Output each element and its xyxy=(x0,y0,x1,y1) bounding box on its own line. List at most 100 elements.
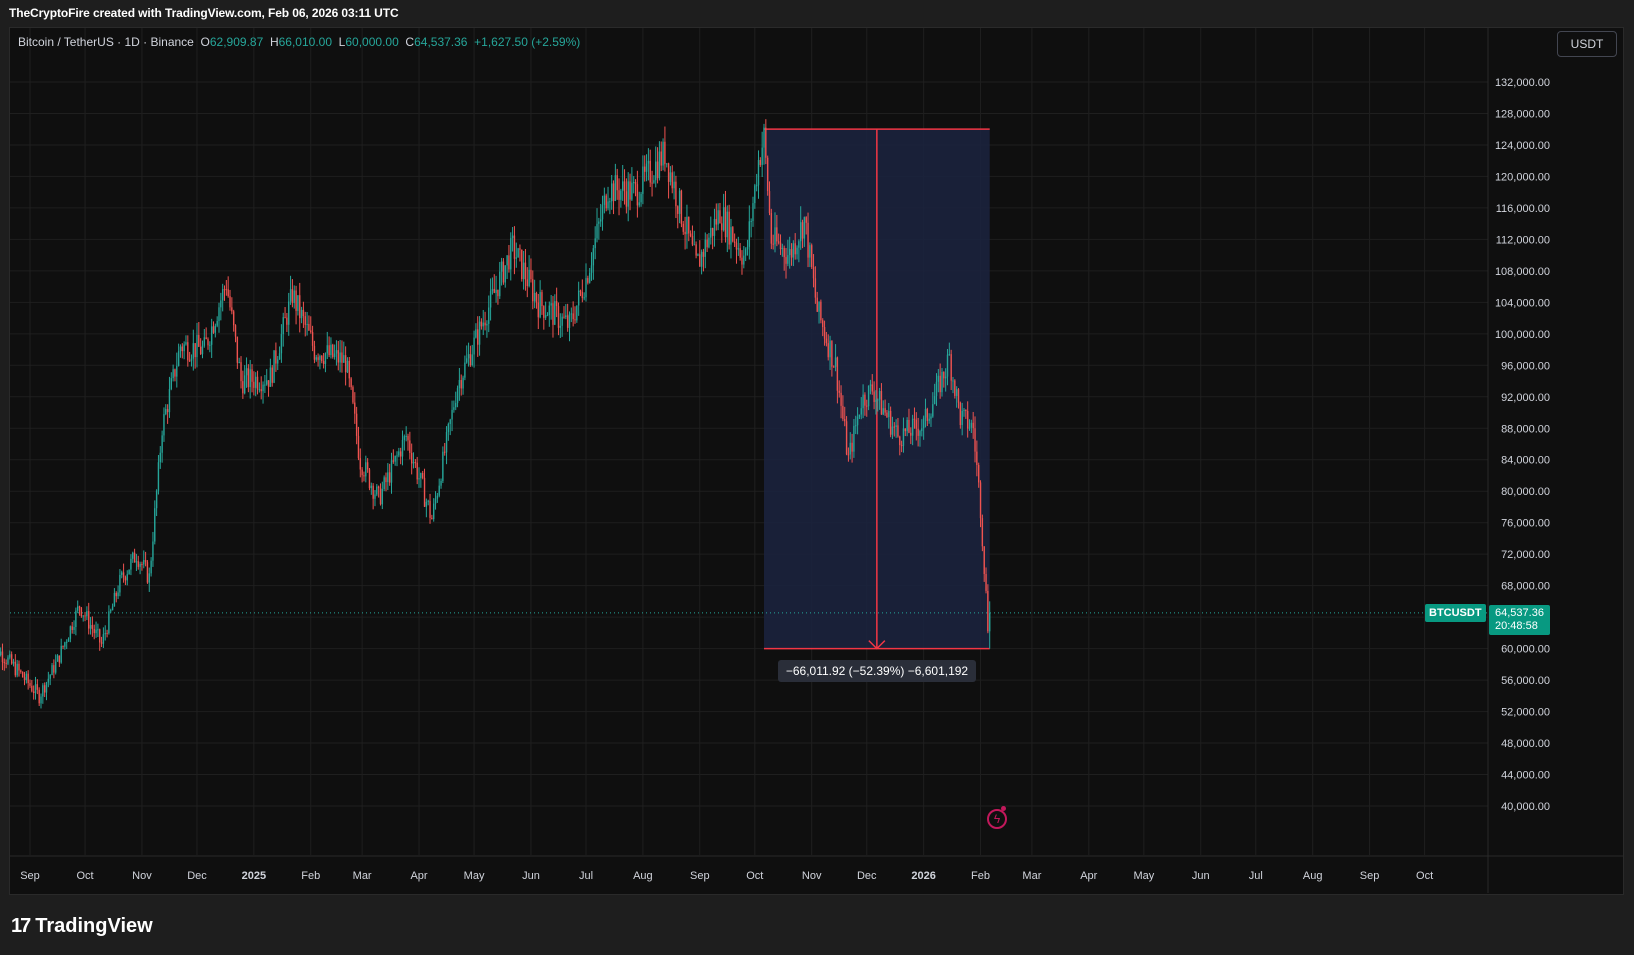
candle-body xyxy=(913,418,916,420)
candle-body xyxy=(128,569,130,575)
candle-body xyxy=(596,223,598,239)
candle-body xyxy=(554,301,556,325)
candle-body xyxy=(216,320,218,326)
candle-body xyxy=(493,288,495,293)
candle-body xyxy=(891,426,894,435)
candle-body xyxy=(181,346,184,352)
candle-body xyxy=(183,344,185,352)
candle-body xyxy=(631,182,633,200)
candle-body xyxy=(295,290,297,311)
candle-body xyxy=(69,626,72,639)
candle-body xyxy=(357,435,360,459)
measure-arrow-head xyxy=(868,640,886,650)
x-tick-label: Apr xyxy=(1080,870,1097,882)
candle-body xyxy=(724,207,727,238)
candle-body xyxy=(133,552,136,563)
candle-body xyxy=(278,353,281,360)
candle-body xyxy=(908,419,910,433)
tradingview-logo[interactable]: 17 TradingView xyxy=(11,915,153,938)
candle-body xyxy=(570,313,573,315)
candle-body xyxy=(77,606,79,611)
candle-body xyxy=(961,410,963,425)
candle-body xyxy=(385,477,387,483)
candle-body xyxy=(502,261,505,283)
candle-body xyxy=(825,338,828,344)
x-tick-label: Feb xyxy=(971,870,990,882)
candle-body xyxy=(231,307,233,312)
candle-body xyxy=(456,388,459,403)
candle-body xyxy=(559,325,562,328)
x-tick-label: Oct xyxy=(76,870,93,882)
candle-body xyxy=(275,350,277,364)
candle-body xyxy=(772,243,774,245)
x-tick-label: Mar xyxy=(1022,870,1041,882)
candle-body xyxy=(264,384,266,386)
currency-button[interactable]: USDT xyxy=(1557,31,1617,57)
candle-body xyxy=(693,244,695,246)
candle-body xyxy=(245,368,248,376)
candle-body xyxy=(968,427,971,429)
candle-body xyxy=(845,421,848,455)
candle-body xyxy=(713,218,716,236)
candle-body xyxy=(387,472,389,483)
y-tick-label: 40,000.00 xyxy=(1501,801,1550,813)
candle-body xyxy=(581,292,584,299)
x-tick-label: Jun xyxy=(522,870,540,882)
candle-body xyxy=(721,223,723,231)
candle-body xyxy=(972,422,974,429)
candle-body xyxy=(477,329,479,345)
candle-body xyxy=(332,344,334,357)
candle-body xyxy=(187,342,189,361)
candle-body xyxy=(43,685,46,693)
candle-body xyxy=(840,392,842,406)
candle-body xyxy=(42,685,44,697)
lightning-bolt-icon[interactable]: ϟ xyxy=(987,809,1008,829)
candle-body xyxy=(715,218,717,225)
candle-body xyxy=(460,380,462,389)
candle-body xyxy=(801,222,804,239)
candle-body xyxy=(267,380,270,387)
candle-body xyxy=(719,210,721,224)
candle-body xyxy=(110,610,112,612)
candle-body xyxy=(84,615,86,617)
candle-body xyxy=(374,494,376,499)
candle-body xyxy=(902,428,905,446)
candle-body xyxy=(955,389,958,396)
candle-body xyxy=(530,269,532,280)
candle-body xyxy=(398,451,400,456)
symbol-description[interactable]: Bitcoin / TetherUS · 1D · Binance xyxy=(18,35,194,49)
candle-body xyxy=(488,307,490,324)
candle-body xyxy=(577,290,580,306)
candle-body xyxy=(67,638,70,642)
candle-body xyxy=(592,248,595,266)
candle-body xyxy=(522,262,525,280)
candle-body xyxy=(634,182,637,185)
candle-body xyxy=(833,366,835,368)
candle-body xyxy=(0,651,2,656)
x-tick-label: Jul xyxy=(1249,870,1263,882)
candle-body xyxy=(482,322,484,327)
candle-body xyxy=(410,452,413,464)
candle-body xyxy=(746,246,749,250)
candle-body xyxy=(12,661,15,664)
candle-body xyxy=(489,291,492,308)
candle-body xyxy=(811,245,813,267)
y-tick-label: 100,000.00 xyxy=(1495,329,1550,341)
candle-body xyxy=(152,541,154,561)
candle-body xyxy=(343,355,345,363)
candle-body xyxy=(227,289,229,297)
candle-body xyxy=(155,490,158,509)
low-value: 60,000.00 xyxy=(345,35,399,49)
candle-body xyxy=(792,243,795,258)
candle-body xyxy=(25,673,28,681)
candle-body xyxy=(963,409,965,411)
candle-body xyxy=(576,305,578,321)
x-tick-label: Feb xyxy=(301,870,320,882)
candle-body xyxy=(339,352,341,363)
candle-body xyxy=(748,221,751,247)
candle-body xyxy=(735,242,738,250)
candle-body xyxy=(31,685,33,692)
candle-body xyxy=(121,572,123,575)
measure-tool xyxy=(764,128,990,650)
